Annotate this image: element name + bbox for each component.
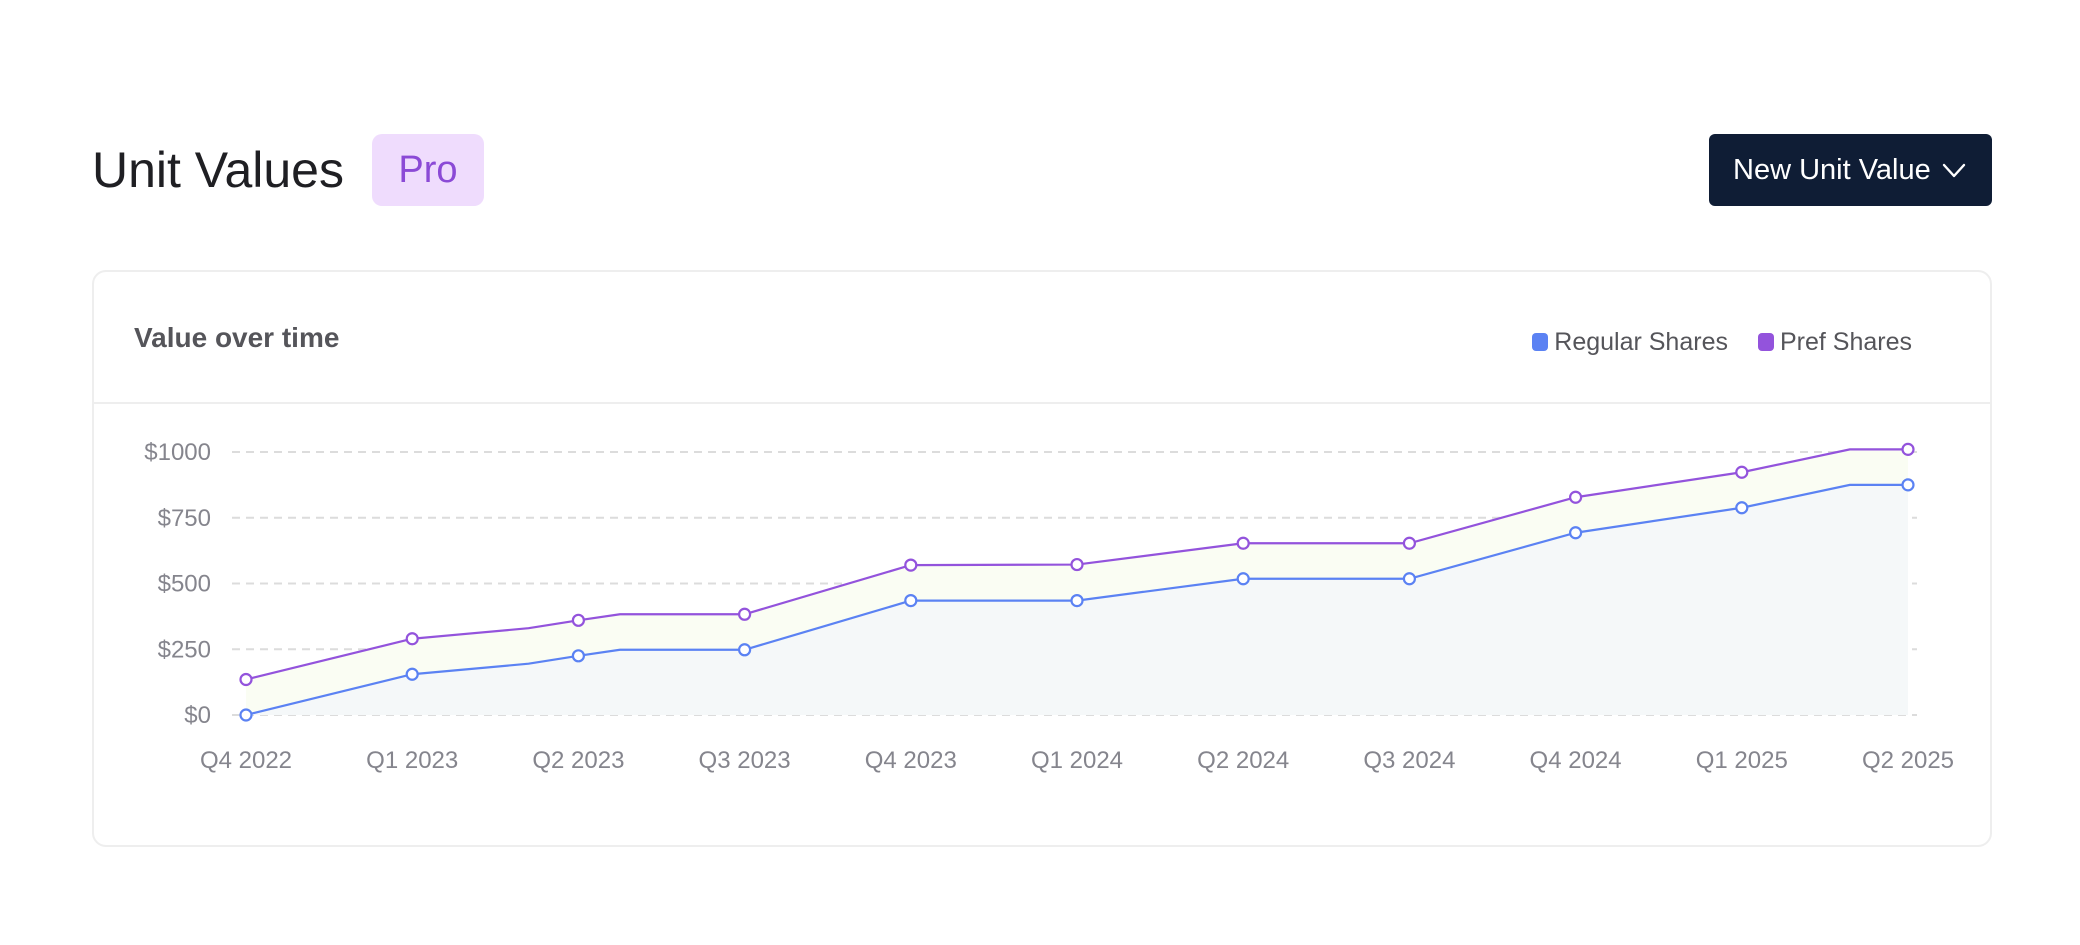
y-tick-label: $250: [158, 636, 211, 663]
pref-shares-point: [405, 632, 419, 646]
pref-shares-point: [1568, 490, 1583, 504]
regular-shares-point: [571, 649, 585, 663]
x-tick-label: Q4 2022: [200, 747, 292, 774]
x-tick-label: Q1 2025: [1696, 747, 1788, 774]
pref-shares-point: [1070, 557, 1084, 572]
pref-shares-point: [1735, 465, 1749, 479]
regular-shares-point: [1236, 572, 1250, 586]
regular-shares-point: [1901, 478, 1915, 492]
regular-shares-point: [239, 708, 253, 722]
regular-shares-point: [1402, 572, 1417, 586]
new-unit-value-button[interactable]: New Unit Value: [1709, 134, 1992, 206]
regular-shares-point: [1070, 593, 1084, 608]
page-header: Unit Values Pro New Unit Value: [92, 134, 1992, 206]
x-tick-label: Q2 2025: [1862, 747, 1954, 774]
legend-item-pref-shares[interactable]: Pref Shares: [1757, 327, 1912, 357]
y-tick-label: $0: [184, 702, 211, 729]
regular-shares-line: [245, 483, 1908, 717]
x-tick-label: Q4 2024: [1530, 747, 1622, 774]
x-tick-label: Q3 2024: [1363, 747, 1455, 774]
pref-shares-band: [246, 449, 1908, 715]
regular-shares-point: [737, 643, 752, 657]
regular-shares-point: [1568, 526, 1583, 540]
regular-shares-point: [1735, 501, 1749, 515]
unit-values-card: Value over time Regular Shares Pref Shar…: [92, 270, 1992, 847]
regular-shares-point: [405, 667, 419, 681]
pref-shares-line: [245, 448, 1908, 681]
x-tick-label: Q4 2023: [865, 747, 957, 774]
x-tick-label: Q1 2024: [1031, 747, 1123, 774]
pref-shares-point: [571, 613, 585, 627]
pref-shares-point: [239, 672, 253, 687]
pref-shares-point: [1402, 536, 1417, 550]
x-tick-label: Q1 2023: [366, 747, 458, 774]
x-tick-label: Q2 2024: [1197, 747, 1289, 774]
chart-title: Value over time: [134, 322, 340, 353]
pref-shares-point: [1901, 442, 1915, 456]
x-tick-label: Q3 2023: [699, 747, 791, 774]
pref-shares-point: [904, 558, 918, 572]
chart-legend: Regular Shares Pref Shares: [1502, 328, 1912, 356]
y-tick-label: $750: [158, 505, 211, 532]
legend-item-regular-shares[interactable]: Regular Shares: [1532, 328, 1728, 357]
value-over-time-chart: $0 $250 $500 $750 $1000 Q4 2022 Q1 2023 Q2 2023…: [144, 439, 1954, 774]
y-tick-label: $500: [158, 571, 211, 598]
chevron-down-icon[interactable]: [1940, 156, 1968, 184]
regular-shares-area: [246, 484, 1908, 715]
pref-shares-point: [737, 607, 752, 621]
legend-swatch-regular-shares: [1532, 333, 1549, 351]
pref-shares-point: [1236, 536, 1250, 550]
new-unit-value-label: New Unit Value: [1733, 154, 1931, 186]
pro-badge: Pro: [372, 134, 484, 206]
legend-swatch-pref-shares: [1757, 333, 1774, 351]
card-header: Value over time Regular Shares Pref Shar…: [94, 272, 1990, 404]
legend-label-regular-shares: Regular Shares: [1554, 327, 1728, 356]
y-tick-label: $1000: [144, 439, 211, 466]
x-tick-label: Q2 2023: [532, 747, 624, 774]
regular-shares-point: [904, 593, 918, 608]
page-title: Unit Values: [92, 142, 344, 198]
legend-label-pref-shares: Pref Shares: [1779, 327, 1912, 356]
